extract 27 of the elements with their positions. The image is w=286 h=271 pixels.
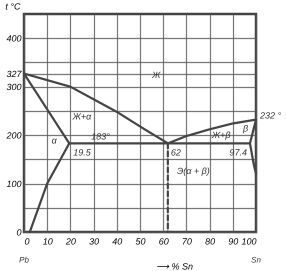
annotation: β xyxy=(242,123,248,134)
annotation: 62 xyxy=(170,147,181,158)
x-tick-label: 40 xyxy=(112,236,122,246)
annotation: 232 ° xyxy=(259,110,282,121)
x-tick-label: 80 xyxy=(205,236,216,246)
x-tick-label: 100 xyxy=(241,236,256,246)
x-tick-label: 70 xyxy=(182,236,192,246)
y-axis-title: t °C xyxy=(5,2,21,12)
y-tick-label: 0 xyxy=(16,228,22,238)
y-tick-label: 200 xyxy=(5,130,22,141)
annotation: Ж+α xyxy=(72,111,92,122)
x-tick-label: 20 xyxy=(64,236,76,246)
y-tick-label: 327 xyxy=(6,69,22,80)
y-tick-label: 300 xyxy=(6,82,22,92)
text: Pb xyxy=(19,255,30,264)
annotation: α xyxy=(52,135,58,146)
y-tick-label: 400 xyxy=(6,34,22,44)
text: Sn xyxy=(251,255,262,264)
y-tick-label: 100 xyxy=(6,179,22,190)
x-tick-label: 0 xyxy=(24,236,30,246)
x-tick-label: 50 xyxy=(135,236,146,246)
annotation: 19.5 xyxy=(73,147,92,158)
x-tick-label: 30 xyxy=(89,236,100,246)
x-tick-label: 90 xyxy=(228,236,238,246)
x-axis-title: ⟶ % Sn xyxy=(156,262,194,271)
x-tick-label: 10 xyxy=(42,236,53,246)
x-tick-label: 60 xyxy=(158,236,169,246)
